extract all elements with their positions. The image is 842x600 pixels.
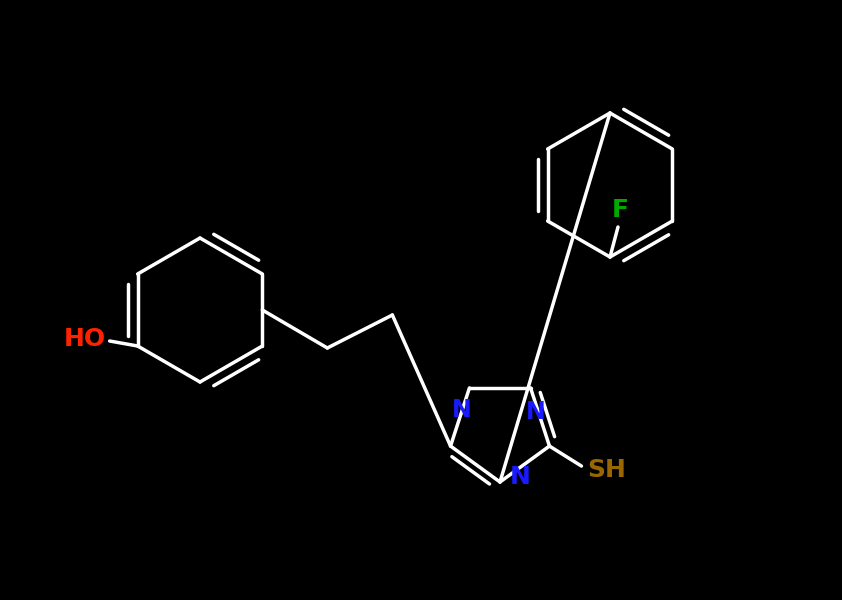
Text: N: N bbox=[525, 400, 546, 424]
Text: HO: HO bbox=[63, 327, 105, 351]
Text: N: N bbox=[510, 465, 530, 489]
Text: F: F bbox=[611, 198, 628, 222]
Text: SH: SH bbox=[588, 458, 626, 482]
Text: N: N bbox=[451, 398, 472, 422]
